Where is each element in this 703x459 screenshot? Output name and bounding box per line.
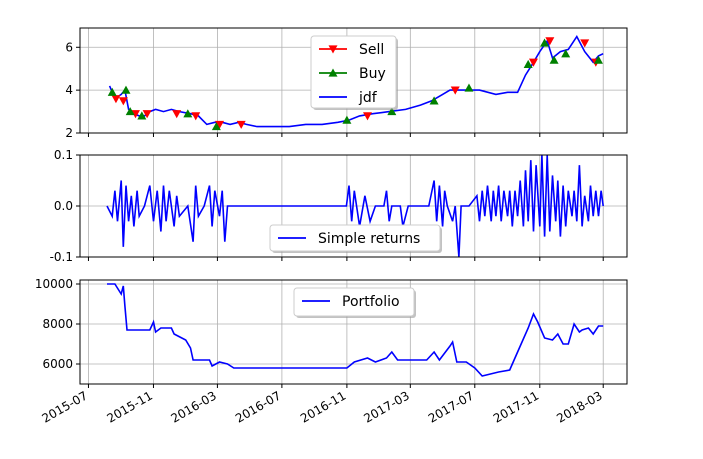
legend-box: [310, 35, 397, 109]
x-tick-label: 2016-03: [168, 388, 218, 425]
buy-marker: [593, 55, 603, 64]
y-tick-label: 0.0: [54, 199, 73, 213]
x-tick-label: 2017-03: [361, 388, 411, 425]
buy-marker: [211, 122, 221, 131]
sell-marker: [450, 86, 460, 95]
legend-label-buy: Buy: [359, 66, 386, 82]
legend: Simple returns: [269, 224, 442, 253]
x-tick-label: 2016-11: [298, 388, 348, 425]
buy-marker: [549, 55, 559, 64]
buy-marker: [387, 107, 397, 116]
sell-marker: [118, 97, 128, 106]
y-tick-label: 2: [65, 126, 73, 140]
axes-frame: [79, 27, 628, 134]
buy-marker: [429, 96, 439, 105]
y-tick-label: 8000: [42, 317, 73, 331]
sell-marker: [236, 120, 246, 129]
buy-marker: [523, 59, 533, 69]
buy-marker: [342, 115, 352, 124]
sell-marker: [580, 39, 590, 48]
y-tick-label: 4: [65, 83, 73, 97]
panel-3: 10000 8000 6000 Portfolio: [35, 277, 628, 388]
series-line-simple-returns: [106, 154, 604, 258]
sell-marker: [215, 120, 225, 129]
x-tick-label: 2015-07: [40, 388, 90, 425]
y-tick-label: 6: [65, 40, 73, 54]
buy-marker: [121, 85, 131, 94]
legend-label-portfolio: Portfolio: [342, 294, 400, 310]
x-tick-label: 2017-11: [491, 388, 541, 425]
legend-marker-buy: [328, 68, 338, 77]
series-line-portfolio: [107, 283, 604, 377]
sell-marker: [191, 112, 201, 121]
legend-label-simple-returns: Simple returns: [318, 231, 420, 247]
axes-frame: [79, 154, 628, 258]
y-tick-label: -0.1: [50, 250, 73, 264]
sell-marker: [363, 112, 373, 121]
buy-marker: [107, 87, 117, 96]
sell-marker: [130, 110, 140, 119]
x-tick-label: 2018-03: [554, 388, 604, 425]
legend-box: [269, 224, 441, 252]
panel-1: 2 4 6 Sell Buy jdf: [65, 27, 628, 140]
axes-frame: [79, 279, 628, 385]
sell-marker: [172, 110, 182, 119]
series-line-jdf: [108, 35, 604, 128]
buy-marker: [137, 111, 147, 120]
buy-marker: [561, 49, 571, 58]
buy-marker: [125, 107, 135, 116]
y-tick-label: 0.1: [54, 148, 73, 162]
legend-label-jdf: jdf: [358, 90, 378, 106]
sell-marker: [111, 95, 121, 104]
legend-marker-sell: [328, 45, 338, 54]
sell-marker: [142, 110, 152, 119]
buy-marker: [540, 38, 550, 47]
x-tick-label: 2016-07: [233, 388, 283, 425]
legend-label-sell: Sell: [359, 42, 384, 58]
buy-marker: [183, 109, 193, 118]
legend-box: [293, 287, 415, 317]
legend: Sell Buy jdf: [310, 35, 398, 110]
x-tick-label: 2017-07: [426, 388, 476, 425]
sell-marker: [528, 58, 538, 67]
x-tick-label: 2015-11: [105, 388, 155, 425]
buy-marker: [464, 83, 474, 92]
legend: Portfolio: [293, 287, 416, 318]
panel-2: -0.1 0.0 0.1 Simple returns: [50, 148, 628, 264]
y-tick-label: 6000: [42, 357, 73, 371]
y-tick-label: 10000: [35, 277, 73, 291]
sell-marker: [545, 37, 555, 46]
